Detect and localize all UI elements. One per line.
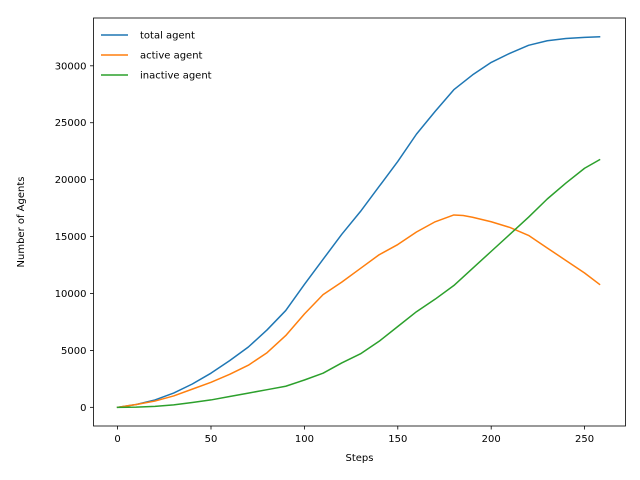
legend-label-inactive-agent: inactive agent [140, 71, 212, 82]
legend: total agent active agent inactive agent [101, 31, 212, 82]
y-axis-ticks: 0 5000 10000 15000 20000 25000 30000 [55, 61, 94, 414]
plot-area [93, 18, 626, 426]
y-tick-label: 30000 [55, 61, 87, 72]
x-tick-label: 250 [575, 434, 594, 445]
y-tick-label: 25000 [55, 118, 87, 129]
x-axis-ticks: 0 50 100 150 200 250 [114, 426, 594, 445]
plot-frame [93, 17, 626, 427]
series-line-inactive-agent [116, 158, 601, 409]
y-axis-title: Number of Agents [16, 177, 27, 268]
x-tick-label: 150 [388, 434, 407, 445]
series-line-active-agent [116, 214, 601, 409]
x-tick-label: 100 [295, 434, 314, 445]
x-tick-label: 200 [482, 434, 501, 445]
legend-label-total-agent: total agent [140, 31, 195, 42]
y-tick-label: 5000 [61, 346, 86, 357]
series-layer [116, 36, 601, 409]
y-tick-label: 0 [80, 403, 86, 414]
y-tick-label: 15000 [55, 232, 87, 243]
series-line-total-agent [116, 36, 601, 409]
y-tick-label: 20000 [55, 175, 87, 186]
x-tick-label: 0 [114, 434, 120, 445]
x-tick-label: 50 [205, 434, 218, 445]
legend-label-active-agent: active agent [140, 51, 203, 62]
x-axis-title: Steps [346, 453, 374, 464]
y-tick-label: 10000 [55, 289, 87, 300]
